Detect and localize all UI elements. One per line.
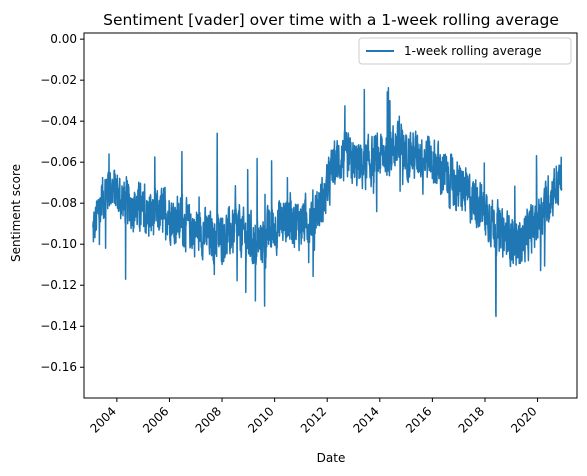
series-layer <box>92 86 563 318</box>
y-axis-label: Sentiment score <box>9 164 23 262</box>
y-tick-label: −0.12 <box>40 278 77 292</box>
legend-box <box>358 37 572 65</box>
y-tick-label: −0.10 <box>40 237 77 251</box>
y-tick-label: −0.06 <box>40 155 77 169</box>
legend: 1-week rolling average <box>358 37 572 65</box>
chart-title: Sentiment [vader] over time with a 1-wee… <box>103 11 559 29</box>
x-axis-label: Date <box>317 451 346 465</box>
y-tick-label: −0.14 <box>40 319 77 333</box>
y-axis: 0.00 −0.02 −0.04 −0.06 −0.08 −0.10 −0.12 −0.14 −… <box>40 32 84 374</box>
y-tick-label: −0.16 <box>40 360 77 374</box>
y-tick-label: 0.00 <box>50 32 77 46</box>
legend-label: 1-week rolling average <box>404 44 541 58</box>
y-tick-label: −0.08 <box>40 196 77 210</box>
series-line <box>92 86 563 318</box>
plot-frame <box>83 32 578 399</box>
y-tick-label: −0.04 <box>40 114 77 128</box>
y-tick-label: −0.02 <box>40 73 77 87</box>
